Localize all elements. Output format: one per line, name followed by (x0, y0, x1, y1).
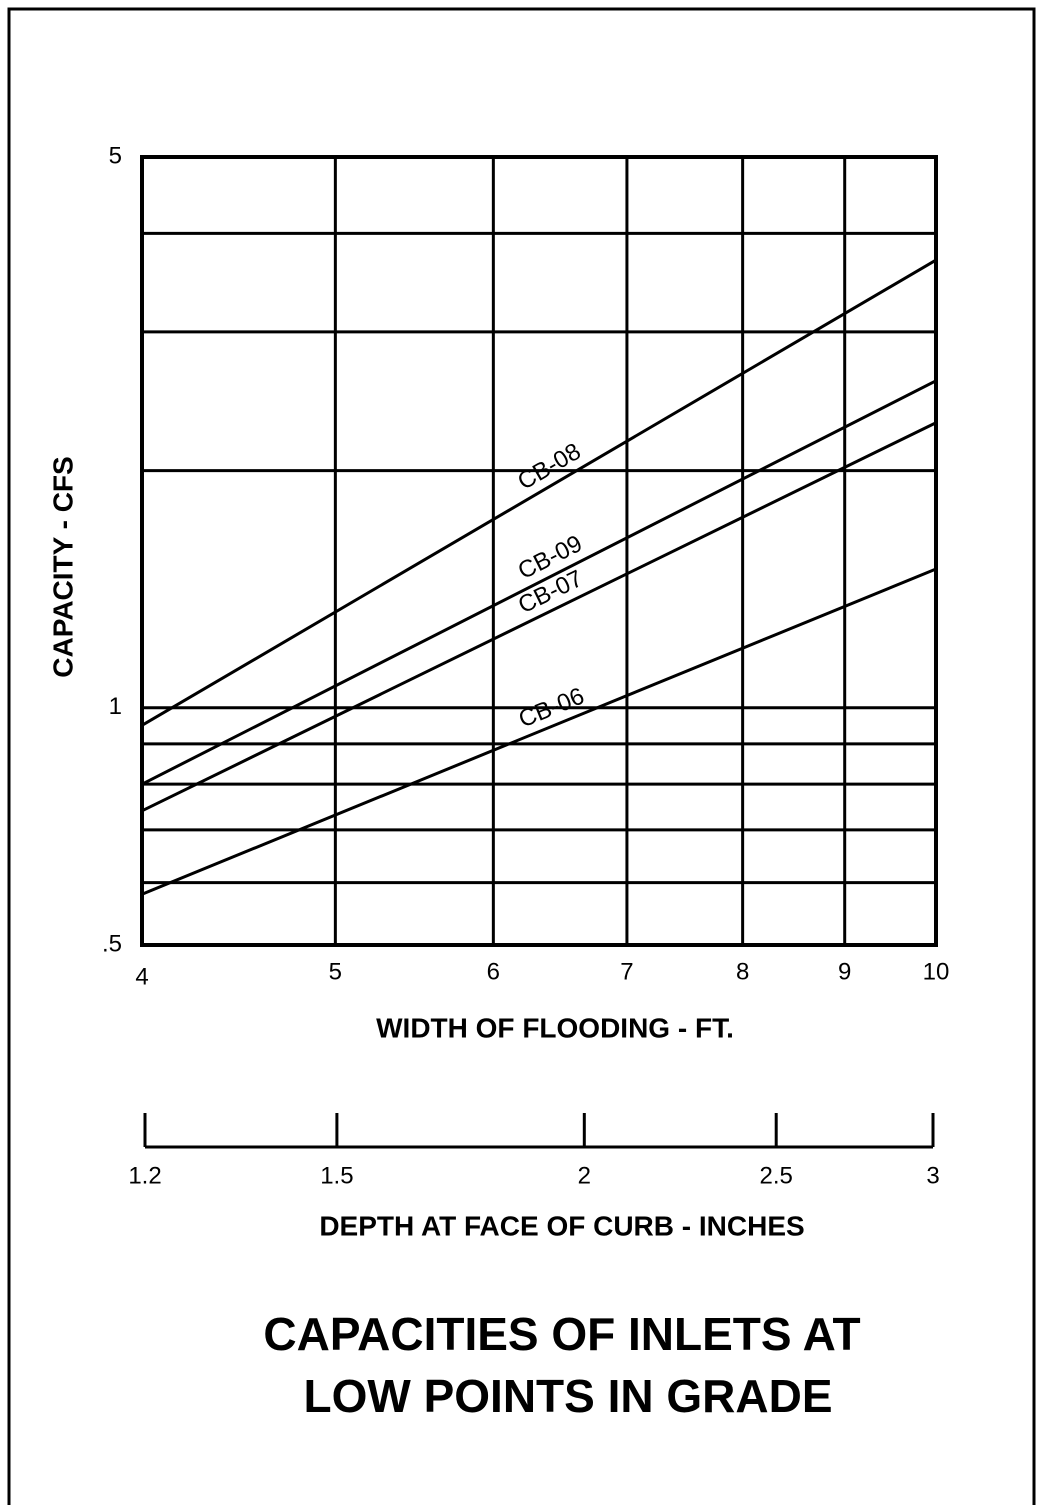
chart-title: CAPACITIES OF INLETS AT (263, 1308, 860, 1360)
x2-tick-label: 1.5 (320, 1162, 353, 1189)
plot-frame (140, 155, 938, 947)
y-tick-label: .5 (102, 930, 122, 957)
x-tick-label: 6 (487, 958, 500, 985)
x2-tick-label: 3 (926, 1162, 939, 1189)
series-line (141, 379, 937, 786)
x2-tick-label: 2 (578, 1162, 591, 1189)
x2-tick-label: 1.2 (128, 1162, 161, 1189)
y-tick-label: 1 (109, 693, 122, 720)
chart-title: LOW POINTS IN GRADE (304, 1370, 833, 1422)
x2-tick-label: 2.5 (760, 1162, 793, 1189)
x-axis-label: WIDTH OF FLOODING - FT. (376, 1012, 734, 1043)
series-line (141, 258, 937, 727)
y-tick-label: 5 (109, 142, 122, 169)
x-tick-label: 4 (135, 963, 148, 990)
series-line (141, 421, 937, 813)
series-line (141, 567, 937, 896)
x-tick-label: 8 (736, 958, 749, 985)
y-axis-label: CAPACITY - CFS (47, 456, 78, 677)
x-tick-label: 9 (838, 958, 851, 985)
x-tick-label: 7 (620, 958, 633, 985)
page-frame (7, 7, 1036, 1505)
x-tick-label: 5 (329, 958, 342, 985)
x-tick-label: 10 (923, 958, 950, 985)
x2-axis-label: DEPTH AT FACE OF CURB - INCHES (319, 1210, 804, 1241)
